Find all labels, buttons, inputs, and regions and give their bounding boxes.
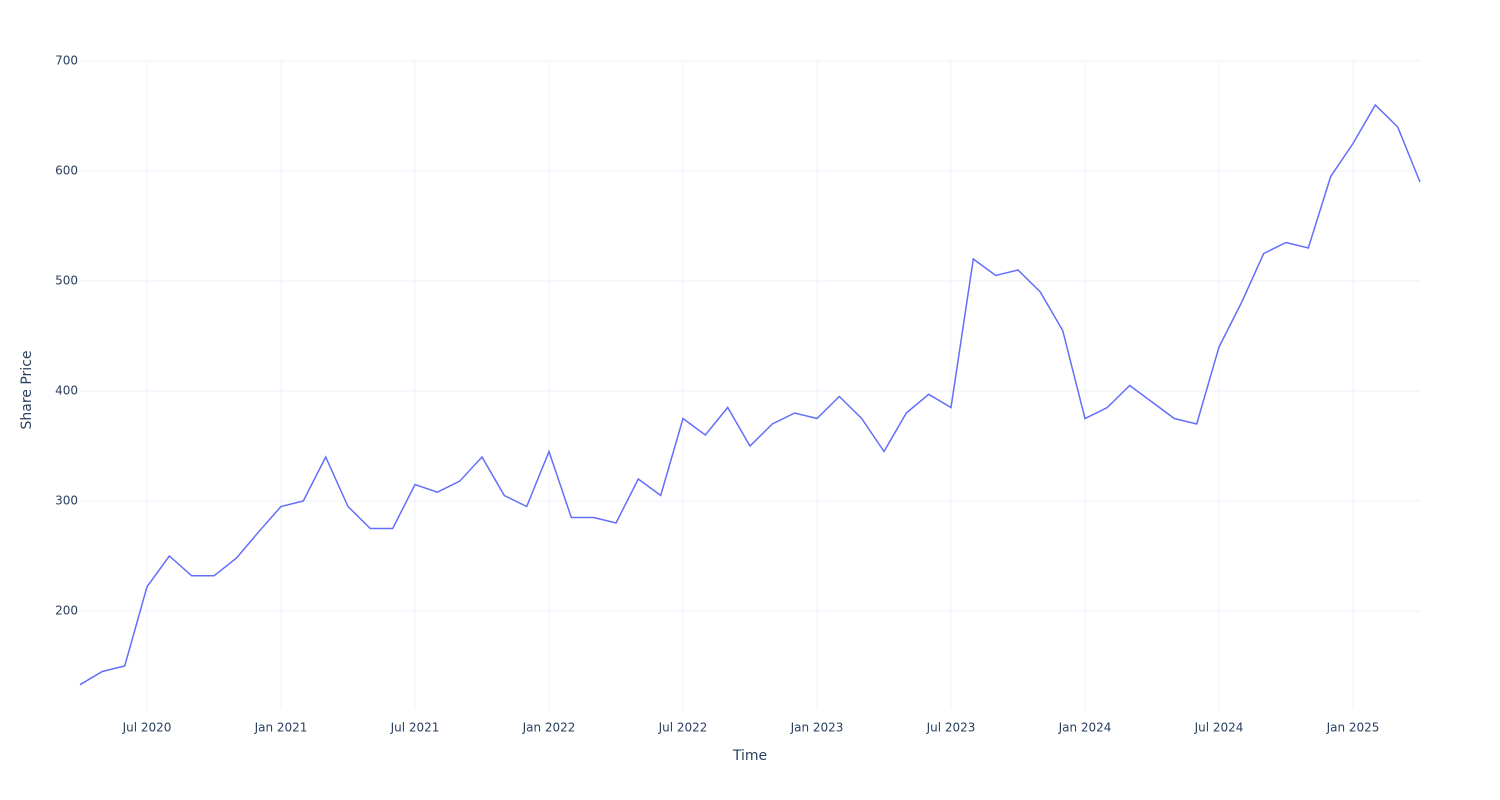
x-tick-label: Jul 2024	[1194, 721, 1244, 735]
x-tick-label: Jul 2023	[926, 721, 976, 735]
x-tick-label: Jan 2023	[790, 721, 844, 735]
y-tick-label: 600	[55, 164, 78, 178]
x-tick-label: Jul 2021	[390, 721, 440, 735]
x-tick-label: Jan 2025	[1326, 721, 1380, 735]
y-axis-title: Share Price	[19, 350, 35, 429]
y-tick-label: 200	[55, 604, 78, 618]
x-axis-title: Time	[732, 748, 767, 764]
x-tick-label: Jul 2020	[122, 721, 172, 735]
x-tick-label: Jan 2021	[254, 721, 308, 735]
y-tick-label: 400	[55, 384, 78, 398]
x-tick-label: Jul 2022	[658, 721, 708, 735]
line	[79, 103, 1421, 686]
x-tick-label: Jan 2022	[522, 721, 576, 735]
y-tick-label: 700	[55, 54, 78, 68]
x-tick-label: Jan 2024	[1058, 721, 1112, 735]
y-tick-label: 500	[55, 274, 78, 288]
y-tick-label: 300	[55, 494, 78, 508]
